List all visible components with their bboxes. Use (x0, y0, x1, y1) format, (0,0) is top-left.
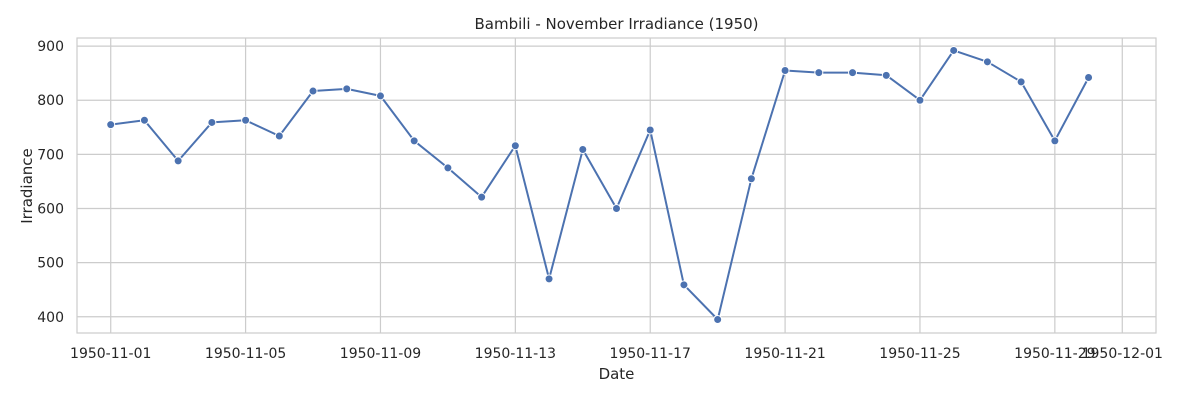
data-point (241, 115, 251, 125)
y-axis-ticks: 400 500 600 700 800 900 (37, 39, 64, 326)
y-tick-label: 500 (37, 256, 64, 272)
x-axis-ticks: 1950-11-01 1950-11-05 1950-11-09 1950-11-13… (70, 346, 1163, 362)
x-tick-label: 1950-11-29 (1014, 346, 1095, 362)
x-tick-label: 1950-11-09 (340, 346, 421, 362)
y-tick-label: 700 (37, 147, 64, 163)
data-point (915, 95, 925, 105)
data-point (477, 192, 487, 202)
data-point (106, 120, 116, 130)
data-point (746, 174, 756, 184)
data-point (881, 70, 891, 80)
data-point (409, 136, 419, 146)
plot-area (76, 37, 1157, 334)
x-tick-label: 1950-11-21 (744, 346, 825, 362)
data-point (1016, 77, 1026, 87)
data-point (139, 115, 149, 125)
data-point (274, 131, 284, 141)
data-point (510, 141, 520, 151)
x-tick-label: 1950-11-25 (879, 346, 960, 362)
data-point (173, 156, 183, 166)
x-tick-label: 1950-11-17 (610, 346, 691, 362)
data-point (544, 274, 554, 284)
grid-lines (77, 38, 1156, 333)
y-tick-label: 900 (37, 39, 64, 55)
data-point (645, 125, 655, 135)
x-axis-label: Date (599, 365, 635, 383)
data-point (713, 314, 723, 324)
data-point (342, 84, 352, 94)
data-point (207, 117, 217, 127)
data-point (814, 68, 824, 78)
data-point (1084, 73, 1094, 83)
data-point (308, 86, 318, 96)
data-point (375, 91, 385, 101)
y-tick-label: 600 (37, 202, 64, 218)
chart-title: Bambili - November Irradiance (1950) (474, 15, 758, 33)
y-axis-label: Irradiance (18, 148, 36, 224)
x-tick-label: 1950-11-05 (205, 346, 286, 362)
irradiance-series (106, 45, 1094, 324)
x-tick-label: 1950-12-01 (1082, 346, 1163, 362)
data-point (578, 145, 588, 155)
data-point (443, 163, 453, 173)
data-point (612, 204, 621, 214)
data-point (949, 45, 959, 55)
data-point (679, 280, 689, 290)
y-tick-label: 800 (37, 93, 64, 109)
data-point (1050, 136, 1060, 146)
data-point (982, 57, 992, 67)
data-point (780, 65, 790, 75)
x-tick-label: 1950-11-13 (475, 346, 556, 362)
x-tick-label: 1950-11-01 (70, 346, 151, 362)
y-tick-label: 400 (37, 310, 64, 326)
data-point (848, 68, 858, 78)
series-line (110, 49, 1090, 321)
